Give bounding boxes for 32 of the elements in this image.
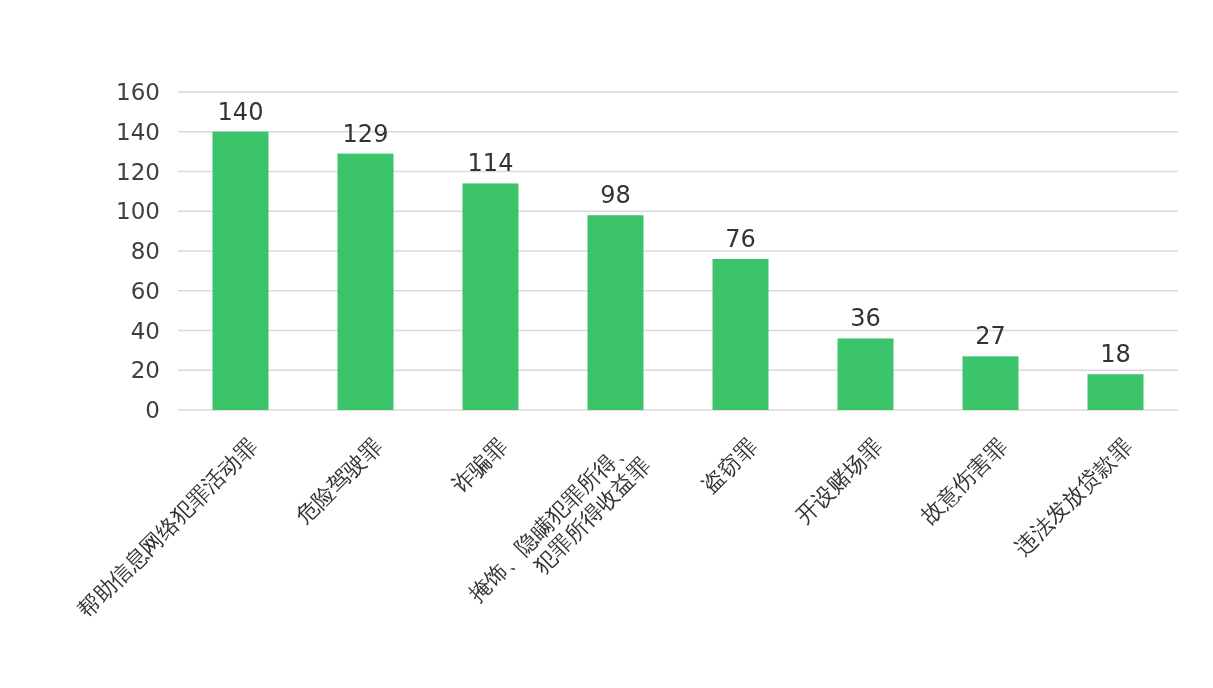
y-tick-label: 160 [116, 79, 160, 105]
y-tick-label: 20 [130, 357, 160, 384]
x-tick-label: 帮助信息网络犯罪活动罪 [72, 433, 262, 623]
bar [1087, 374, 1144, 410]
x-tick-label: 开设赌场罪 [791, 433, 887, 529]
y-tick-label: 140 [116, 118, 160, 145]
x-tick-label: 诈骗罪 [447, 433, 512, 498]
y-tick-label: 60 [130, 277, 160, 304]
bar [712, 258, 769, 410]
data-label: 18 [1100, 340, 1131, 369]
x-tick-label: 故意伤害罪 [916, 433, 1012, 529]
bar [837, 338, 894, 410]
x-tick-label: 危险驾驶罪 [291, 433, 387, 529]
data-label: 114 [467, 149, 514, 178]
data-label: 98 [600, 181, 631, 210]
data-label: 129 [342, 119, 389, 148]
y-tick-label: 100 [116, 198, 160, 225]
x-tick-label: 违法发放贷款罪 [1010, 433, 1137, 561]
bar [212, 131, 269, 410]
y-tick-label: 40 [130, 317, 160, 344]
y-tick-label: 0 [145, 397, 160, 423]
bar [587, 215, 644, 410]
y-tick-label: 120 [116, 158, 160, 185]
bar [462, 183, 519, 410]
y-tick-label: 80 [130, 238, 160, 264]
data-label: 27 [975, 322, 1006, 351]
bar [337, 153, 394, 410]
x-tick-label: 盗窃罪 [697, 433, 762, 498]
data-label: 76 [725, 224, 756, 253]
data-label: 36 [850, 304, 881, 333]
bar [962, 356, 1019, 410]
data-label: 140 [217, 97, 264, 126]
